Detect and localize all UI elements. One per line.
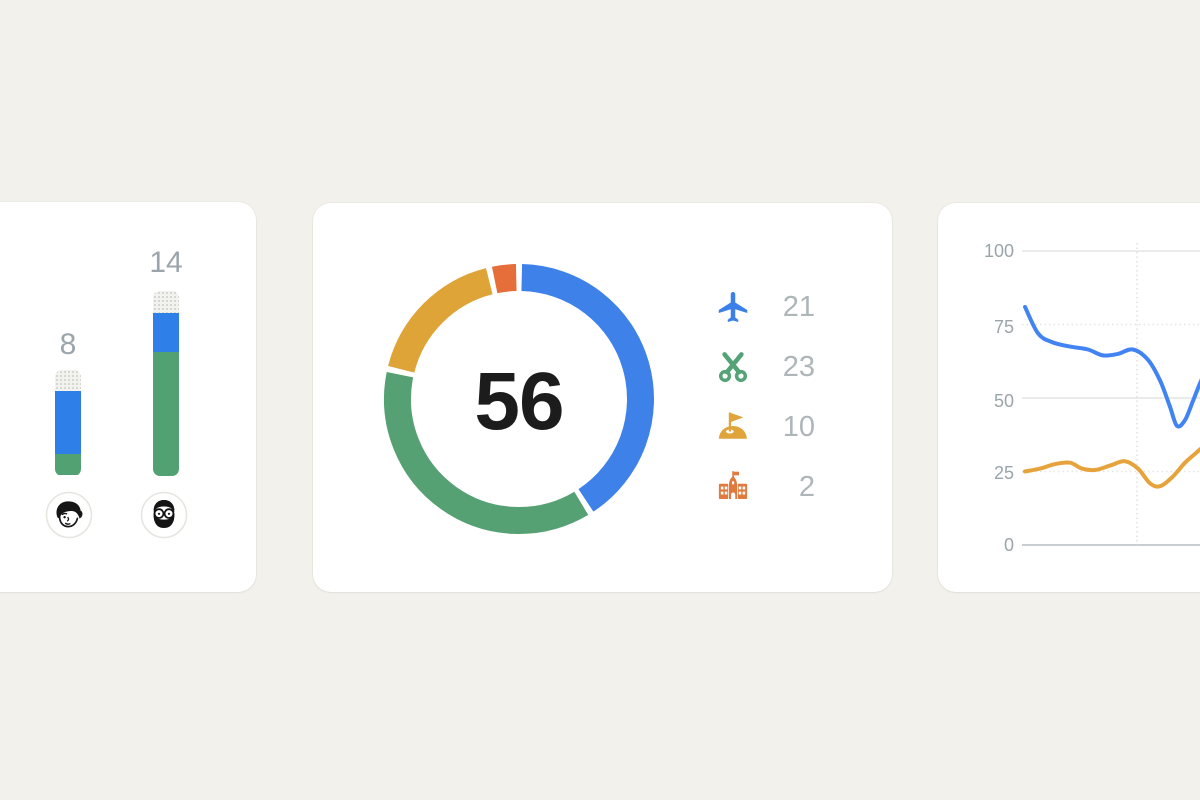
scissors-icon — [718, 352, 748, 383]
line-series-blue — [1023, 304, 1200, 429]
bar-segment-blue — [55, 391, 81, 455]
y-axis-tick: 0 — [1003, 535, 1014, 555]
y-axis-tick: 75 — [993, 317, 1014, 337]
y-axis-tick: 100 — [983, 241, 1014, 261]
donut-segment-gold — [388, 268, 493, 373]
stacked-bar — [55, 370, 81, 476]
legend-row-school: 2 — [715, 469, 815, 505]
golf-flag-icon — [718, 412, 747, 439]
bar-value-label: 14 — [149, 246, 183, 279]
donut-center-value: 56 — [474, 356, 564, 447]
progress-bars-card: 8 14 — [0, 202, 256, 592]
line-series-orange — [1023, 446, 1200, 489]
bar-segment-remaining-cap — [55, 370, 81, 392]
legend-row-cuts: 23 — [715, 349, 815, 385]
airplane-icon — [718, 292, 748, 322]
bar-segment-green — [153, 352, 179, 476]
legend-value: 2 — [798, 470, 815, 503]
bar-segment-remaining-cap — [153, 291, 179, 313]
legend-value: 23 — [782, 350, 815, 383]
avatar-beard-glasses-icon — [140, 491, 188, 539]
y-axis-tick: 50 — [993, 391, 1014, 411]
stacked-bar — [153, 291, 179, 476]
bar-value-label: 8 — [59, 328, 77, 361]
bar-segment-green — [55, 454, 81, 476]
line-chart — [1022, 243, 1200, 546]
legend-row-golf: 10 — [715, 409, 815, 445]
legend-value: 21 — [782, 290, 815, 323]
y-axis-tick: 25 — [993, 463, 1014, 483]
legend-row-flights: 21 — [715, 289, 815, 325]
donut-legend: 21 23 10 — [715, 289, 815, 505]
donut-chart — [384, 264, 654, 534]
school-icon — [718, 471, 748, 499]
line-chart-card: 100 75 50 25 0 — [938, 203, 1200, 592]
avatar-curly-hair-icon — [45, 491, 93, 539]
donut-segment-green — [384, 371, 589, 534]
bar-segment-blue — [153, 312, 179, 353]
donut-segment-blue — [521, 264, 654, 512]
donut-segment-orange — [491, 264, 517, 294]
legend-value: 10 — [782, 410, 815, 443]
donut-chart-card: 56 21 23 — [313, 203, 892, 592]
